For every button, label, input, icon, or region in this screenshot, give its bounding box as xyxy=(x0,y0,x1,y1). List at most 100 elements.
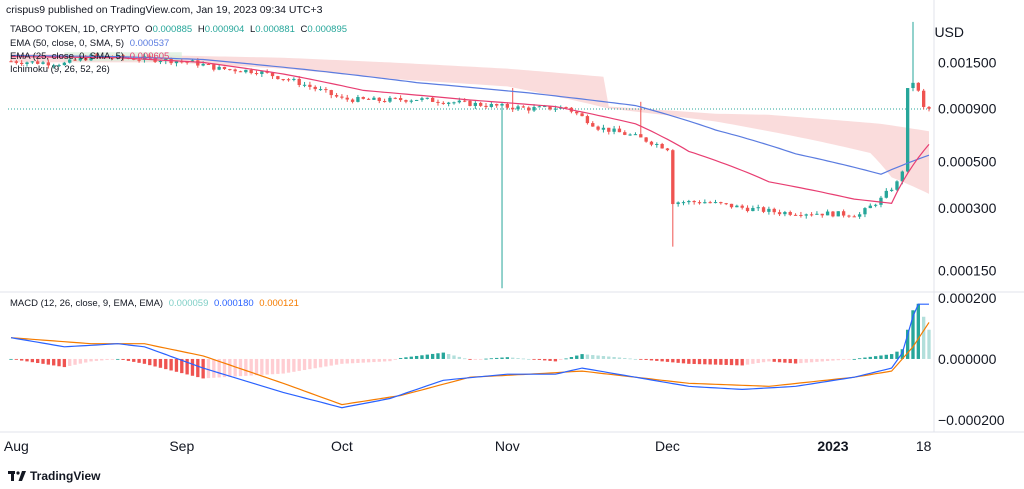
candle-body xyxy=(628,134,632,136)
candle-body xyxy=(244,69,248,73)
price-tick-label: 0.001500 xyxy=(938,54,997,70)
macd-histogram-bar xyxy=(366,358,371,363)
time-tick-label: 2023 xyxy=(817,438,848,454)
macd-histogram-bar xyxy=(265,358,269,375)
macd-histogram-bar xyxy=(206,358,211,379)
macd-histogram-bar xyxy=(532,358,536,360)
macd-histogram-bar xyxy=(569,357,574,359)
candle-body xyxy=(873,204,878,206)
high-label: H xyxy=(197,24,205,35)
macd-histogram-bar xyxy=(137,358,141,363)
macd-histogram-bar xyxy=(596,355,600,359)
macd-histogram-bar xyxy=(212,358,216,378)
macd-histogram-bar xyxy=(708,358,712,365)
macd-histogram-bar xyxy=(14,358,19,360)
candle-body xyxy=(30,61,35,63)
macd-histogram-bar xyxy=(671,358,675,363)
candle-body xyxy=(228,69,232,71)
candle-body xyxy=(585,116,590,124)
macd-histogram-bar xyxy=(884,354,888,359)
candle-body xyxy=(879,197,883,205)
ema25-legend[interactable]: EMA (25, close, 0, SMA, 5) 0.000605 xyxy=(10,51,169,62)
macd-histogram-bar xyxy=(105,358,109,360)
time-tick-label: Sep xyxy=(169,438,194,454)
candle-body xyxy=(479,102,483,106)
macd-histogram-bar xyxy=(457,356,461,359)
ema25-line xyxy=(10,56,930,204)
candle-body xyxy=(334,95,339,97)
macd-histogram-bar xyxy=(623,357,627,359)
candle-body xyxy=(14,61,19,63)
ichimoku-legend[interactable]: Ichimoku (9, 26, 52, 26) xyxy=(10,64,110,75)
candle-body xyxy=(916,82,920,91)
candle-body xyxy=(836,211,840,217)
macd-histogram-bar xyxy=(249,358,253,376)
macd-legend[interactable]: MACD (12, 26, close, 9, EMA, EMA) 0.0000… xyxy=(10,298,299,309)
macd-histogram-bar xyxy=(462,358,467,360)
candle-body xyxy=(804,214,808,216)
candle-body xyxy=(308,84,312,87)
macd-histogram-bar xyxy=(724,358,728,365)
macd-histogram-bar xyxy=(153,358,157,367)
macd-histogram-bar xyxy=(788,358,792,364)
candle-body xyxy=(788,212,792,215)
candle-body xyxy=(137,59,141,61)
candle-body xyxy=(521,106,526,108)
macd-histogram-bar xyxy=(473,358,478,360)
candle-body xyxy=(740,205,744,208)
macd-histogram-bar xyxy=(334,358,339,365)
macd-histogram-bar xyxy=(479,358,483,360)
low-label: L xyxy=(249,24,256,35)
macd-histogram-bar xyxy=(372,358,376,363)
candle-body xyxy=(852,216,856,218)
macd-histogram-bar xyxy=(377,358,381,362)
macd-histogram-bar xyxy=(356,358,360,363)
footer-brand[interactable]: TradingView xyxy=(8,469,100,483)
candle-body xyxy=(484,105,488,107)
macd-histogram-bar xyxy=(489,358,494,360)
candle-body xyxy=(462,100,467,102)
macd-histogram-bar xyxy=(852,358,856,360)
ema50-label: EMA (50, close, 0, SMA, 5) xyxy=(10,38,125,49)
time-tick-label: Oct xyxy=(331,438,353,454)
candle-body xyxy=(41,62,45,64)
candle-body xyxy=(644,137,648,142)
macd-histogram-bar xyxy=(148,358,152,366)
candle-body xyxy=(212,64,216,70)
candle-body xyxy=(350,99,355,102)
macd-line-value: 0.000180 xyxy=(214,298,254,309)
ema50-legend[interactable]: EMA (50, close, 0, SMA, 5) 0.000537 xyxy=(10,38,169,49)
candle-body xyxy=(713,202,718,204)
tradingview-logo-icon xyxy=(8,471,26,481)
macd-histogram-bar xyxy=(553,358,558,362)
macd-histogram-bar xyxy=(228,358,232,377)
macd-histogram-bar xyxy=(308,358,312,370)
macd-histogram-bar xyxy=(46,358,51,365)
macd-histogram-bar xyxy=(196,358,200,378)
macd-histogram-bar xyxy=(260,358,264,375)
macd-histogram-bar xyxy=(238,358,243,377)
macd-histogram-bar xyxy=(318,358,323,368)
macd-histogram-bar xyxy=(585,354,590,359)
macd-histogram-bar xyxy=(313,358,317,369)
high-value: 0.000904 xyxy=(204,24,245,35)
macd-histogram-bar xyxy=(350,358,355,364)
macd-histogram-bar xyxy=(441,352,445,359)
macd-histogram-bar xyxy=(254,358,259,376)
ema25-label: EMA (25, close, 0, SMA, 5) xyxy=(10,51,125,62)
macd-histogram-bar xyxy=(911,310,915,359)
candle-body xyxy=(94,54,99,57)
candle-body xyxy=(831,211,835,217)
macd-histogram-bar xyxy=(756,358,760,364)
candle-body xyxy=(649,141,654,145)
candle-body xyxy=(783,212,787,215)
candle-body xyxy=(671,150,675,205)
candle-body xyxy=(900,171,904,182)
candle-body xyxy=(617,128,622,133)
macd-histogram-bar xyxy=(495,357,499,359)
candle-body xyxy=(46,62,51,66)
macd-histogram-bar xyxy=(511,357,515,359)
symbol-name: TABOO TOKEN, 1D, CRYPTO xyxy=(10,24,140,35)
macd-histogram-bar xyxy=(607,356,611,359)
candle-body xyxy=(553,108,558,110)
